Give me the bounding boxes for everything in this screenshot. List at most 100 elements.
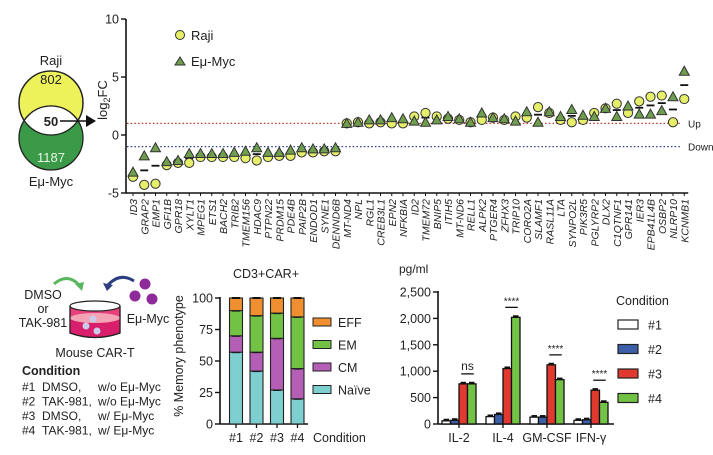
scatter-y-tick-label: 10 <box>105 13 119 27</box>
gene-label: TRIB2 <box>229 199 241 229</box>
cytokine-legend-swatch <box>617 368 639 379</box>
venn-top-label: Raji <box>40 53 63 68</box>
stacked-y-tick-label: 25 <box>199 386 213 400</box>
cytokine-legend-label: #4 <box>648 392 662 406</box>
scatter-legend: Raji Eμ-Myc <box>174 28 236 69</box>
cytokine-legend-swatch <box>617 319 639 330</box>
emyc-point <box>419 116 432 127</box>
stacked-x-tick-label: #3 <box>270 431 284 445</box>
stacked-y-tick-label: 75 <box>199 323 213 337</box>
gene-label: HDAC9 <box>252 199 264 235</box>
condition-row: #2 TAK-981, w/o Eμ-Myc <box>22 395 161 409</box>
condition-myc: w/ Eμ-Myc <box>97 424 154 438</box>
emyc-point <box>543 105 556 117</box>
gene-label: TMEM72 <box>421 199 433 242</box>
gene-label: BNIP5 <box>432 199 444 230</box>
cytokine-x-tick-label: IL-2 <box>448 431 470 445</box>
emyc-point <box>464 116 477 127</box>
memory-phenotype-chart: CD3+CAR+ % Memory phenotype Condition 0 2… <box>172 267 371 445</box>
stacked-bar-segment-eff <box>249 297 264 317</box>
emyc-point <box>397 112 409 124</box>
scatter-y-axis-label: log2FC <box>95 80 112 120</box>
emyc-point <box>138 149 151 161</box>
scatter-y-tick-label: -5 <box>108 187 119 201</box>
gene-label: PRDM15 <box>274 199 286 242</box>
cytokine-y-tick-label: 500 <box>410 391 431 405</box>
or-label: or <box>37 302 48 316</box>
gene-label: SYNPO2L <box>567 199 579 248</box>
emyc-point <box>509 115 522 126</box>
stacked-y-tick-label: 100 <box>192 292 213 306</box>
stacked-legend-swatch <box>312 317 332 327</box>
emyc-point <box>532 116 544 127</box>
gene-label: MT-ND6 <box>454 199 466 238</box>
raji-point <box>184 157 195 168</box>
condition-drug: DMSO, <box>42 380 81 394</box>
significance-label: **** <box>504 296 520 307</box>
gene-label: ID2 <box>409 199 421 216</box>
cytokine-bar-c1 <box>485 415 496 425</box>
experiment-schematic: DMSO or TAK-981 Eμ-Myc Mouse CAR-T Condi… <box>19 275 169 438</box>
emyc-point <box>127 166 139 177</box>
stacked-bar-segment-em <box>228 310 244 337</box>
gene-label: ID3 <box>128 199 140 216</box>
raji-point <box>566 117 577 128</box>
cytokine-bar-c2 <box>537 416 548 425</box>
emyc-point <box>667 90 679 102</box>
emyc-point <box>273 146 286 157</box>
gene-label: MT-ND4 <box>342 199 354 238</box>
emyc-point <box>633 108 646 119</box>
emyc-point <box>565 103 578 114</box>
stacked-y-tick-label: 50 <box>199 355 213 369</box>
stacked-legend-swatch <box>312 340 332 349</box>
emyc-point <box>520 105 533 117</box>
emyc-point <box>588 110 601 121</box>
stacked-legend-label: EM <box>338 339 357 353</box>
condition-drug: TAK-981, <box>42 395 92 409</box>
log2fc-scatter-chart: -5 0 5 10 Up Down ID3 GRAP2 EMP1 GFI1B GPR18 XYLT… <box>95 13 713 251</box>
condition-id: #1 <box>22 380 36 394</box>
stacked-legend-swatch <box>312 385 332 394</box>
stacked-x-tick-label: #4 <box>291 431 305 445</box>
cytokine-bar-c2 <box>493 413 504 425</box>
gene-label: NLRP10 <box>668 199 680 239</box>
cytokine-y-tick-label: 1,000 <box>400 365 431 379</box>
gene-label: BACH2 <box>218 199 230 234</box>
gene-label: RASL11A <box>544 199 556 244</box>
emyc-point <box>599 102 612 113</box>
emyc-point <box>160 155 173 167</box>
cytokine-y-axis-label: pg/ml <box>399 262 428 276</box>
condition-id: #2 <box>22 395 36 409</box>
stacked-x-tick-label: #1 <box>229 431 243 445</box>
emyc-point <box>363 113 376 125</box>
emyc-point <box>262 146 274 157</box>
emyc-point <box>318 142 331 154</box>
venn-overlap <box>19 105 83 135</box>
legend-circle-marker <box>175 30 185 40</box>
gene-label: GRAP2 <box>139 199 151 235</box>
stacked-x-axis-label: Condition <box>313 431 366 445</box>
legend-raji-label: Raji <box>191 28 214 43</box>
emyc-point <box>284 144 297 155</box>
raji-point <box>611 98 622 109</box>
emyc-point <box>622 99 634 111</box>
venn-overlap-count: 50 <box>44 114 58 129</box>
raji-point <box>656 90 667 101</box>
gene-label: EPN2 <box>387 199 399 227</box>
condition-drug: TAK-981, <box>42 424 92 438</box>
raji-point <box>634 96 645 107</box>
dmso-label: DMSO <box>24 288 62 302</box>
culture-dish-icon <box>69 300 121 339</box>
significance-label: **** <box>548 344 564 355</box>
gene-label: XYLT1 <box>184 199 196 231</box>
scatter-y-tick-label: 0 <box>112 129 119 143</box>
stacked-y-tick-label: 0 <box>206 418 213 432</box>
condition-row: #3 DMSO, w/ Eμ-Myc <box>22 409 154 423</box>
reference-label-up: Up <box>688 119 701 130</box>
stacked-bar-segment-nave <box>290 398 305 425</box>
raji-point <box>251 155 262 166</box>
emyc-point <box>183 147 196 159</box>
stacked-bar-segment-cm <box>249 351 264 372</box>
stacked-bar-segment-cm <box>290 368 305 400</box>
